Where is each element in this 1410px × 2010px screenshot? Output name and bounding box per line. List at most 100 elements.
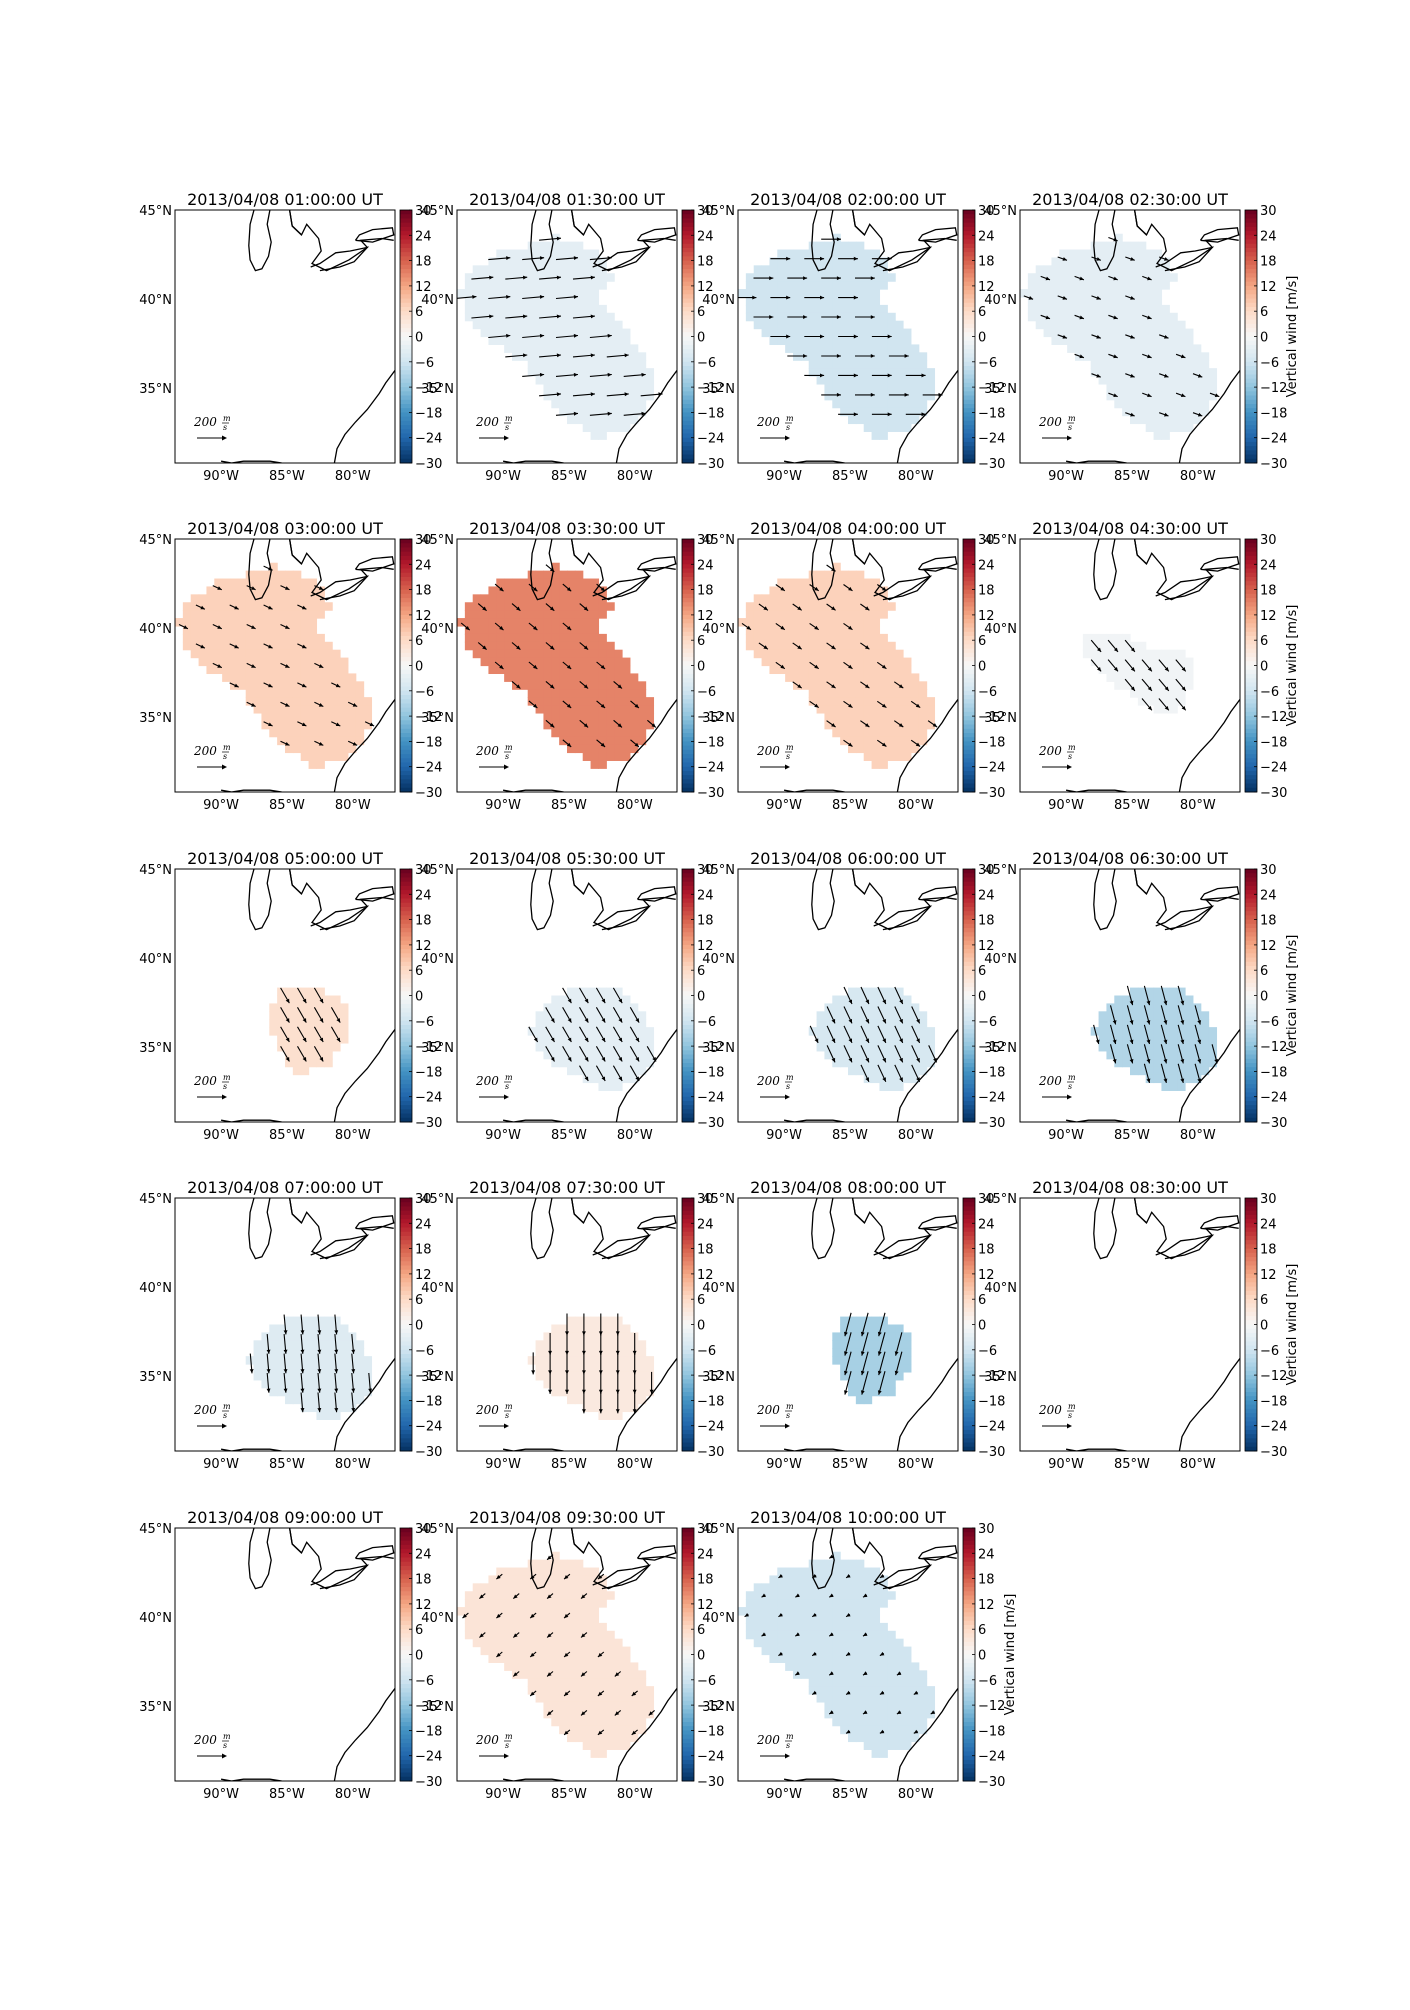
- wind-cell: [840, 705, 849, 714]
- wind-cell: [629, 1042, 639, 1052]
- wind-cell: [551, 368, 560, 377]
- wind-cell: [567, 376, 576, 385]
- wind-cell: [1075, 328, 1084, 338]
- wind-cell: [535, 368, 545, 377]
- wind-cell: [300, 752, 310, 761]
- wind-cell: [300, 1364, 310, 1373]
- wind-cell: [300, 1332, 310, 1341]
- panel-title: 2013/04/08 01:30:00 UT: [469, 190, 665, 209]
- wind-cell: [863, 391, 873, 401]
- wind-cell: [800, 633, 810, 643]
- wind-cell: [214, 578, 223, 588]
- wind-cell: [308, 728, 318, 738]
- wind-cell: [574, 987, 584, 997]
- colorbar-swatch: [1245, 252, 1257, 257]
- wind-cell: [824, 289, 833, 298]
- wind-cell: [292, 689, 302, 698]
- wind-cell: [793, 633, 802, 643]
- wind-cell: [879, 399, 888, 409]
- wind-cell: [300, 657, 310, 667]
- wind-cell: [808, 304, 818, 314]
- wind-cell: [559, 257, 568, 266]
- wind-cell: [582, 618, 592, 627]
- wind-arrowhead: [234, 644, 239, 649]
- wind-arrowhead: [1164, 257, 1169, 261]
- wind-cell: [895, 391, 904, 401]
- wind-cell: [816, 312, 826, 322]
- wind-cell: [504, 289, 513, 298]
- wind-cell: [1177, 376, 1186, 385]
- colorbar-swatch: [1245, 437, 1257, 443]
- wind-cell: [292, 1324, 302, 1334]
- wind-arrowhead: [1130, 335, 1135, 339]
- wind-cell: [285, 1332, 294, 1341]
- wind-cell: [1114, 641, 1123, 651]
- wind-cell: [261, 657, 270, 667]
- wind-cell: [332, 1035, 341, 1044]
- colorbar-tick-label: −6: [415, 356, 434, 371]
- colorbar-label: Vertical wind [m/s]: [1285, 935, 1300, 1057]
- wind-arrowhead: [881, 703, 887, 708]
- wind-cell: [488, 304, 497, 314]
- wind-cell: [1177, 415, 1186, 425]
- wind-cell: [496, 273, 505, 282]
- colorbar-swatch: [1245, 1067, 1257, 1072]
- colorbar-swatch: [963, 1079, 975, 1085]
- colorbar-swatch: [963, 340, 975, 346]
- wind-cell: [308, 1042, 318, 1052]
- colorbar-tick-label: −12: [1260, 1040, 1287, 1055]
- wind-cell: [559, 665, 568, 675]
- wind-cell: [504, 602, 513, 611]
- colorbar-swatch: [1245, 749, 1257, 755]
- wind-cell: [793, 296, 802, 306]
- wind-cell: [832, 360, 841, 369]
- colorbar-swatch: [963, 425, 975, 430]
- wind-cell: [582, 1019, 592, 1028]
- wind-cell: [855, 618, 865, 627]
- wind-cell: [910, 344, 920, 353]
- wind-cell: [1043, 289, 1053, 298]
- colorbar-swatch: [963, 749, 975, 755]
- wind-cell: [1075, 296, 1084, 306]
- colorbar-tick-label: 6: [978, 964, 986, 979]
- wind-cell: [769, 336, 778, 346]
- wind-cell: [785, 610, 794, 619]
- wind-cell: [519, 625, 529, 635]
- wind-arrowhead: [533, 1037, 538, 1042]
- wind-cell: [355, 1348, 365, 1357]
- wind-cell: [277, 1035, 286, 1044]
- wind-cell: [512, 610, 521, 619]
- colorbar-swatch: [963, 1016, 975, 1022]
- colorbar-swatch: [682, 965, 694, 971]
- wind-cell: [292, 1379, 302, 1389]
- colorbar-swatch: [400, 247, 412, 253]
- wind-cell: [1059, 289, 1068, 298]
- colorbar-tick-label: 6: [1260, 305, 1268, 320]
- wind-arrowhead: [506, 256, 511, 260]
- wind-cell: [230, 610, 239, 619]
- wind-cell: [340, 1387, 349, 1397]
- wind-cell: [292, 712, 302, 722]
- wind-cell: [269, 1379, 278, 1389]
- colorbar-swatch: [963, 762, 975, 768]
- colorbar-swatch: [1245, 551, 1257, 557]
- wind-arrowhead: [848, 1038, 852, 1043]
- wind-cell: [1130, 1019, 1139, 1028]
- colorbar-swatch: [400, 547, 412, 553]
- wind-arrowhead: [567, 1057, 572, 1062]
- coastline: [851, 210, 865, 236]
- wind-cell: [292, 657, 302, 667]
- wind-cell: [504, 273, 513, 282]
- colorbar-tick-label: −6: [415, 685, 434, 700]
- wind-cell: [567, 736, 576, 746]
- colorbar-swatch: [400, 877, 412, 883]
- coastline: [354, 886, 395, 902]
- wind-cell: [903, 383, 912, 393]
- wind-cell: [895, 1066, 904, 1076]
- wind-cell: [1106, 368, 1115, 377]
- wind-cell: [753, 618, 763, 627]
- wind-cell: [824, 673, 833, 682]
- colorbar-swatch: [400, 306, 412, 312]
- wind-cell: [824, 570, 833, 580]
- wind-arrowhead: [516, 645, 521, 650]
